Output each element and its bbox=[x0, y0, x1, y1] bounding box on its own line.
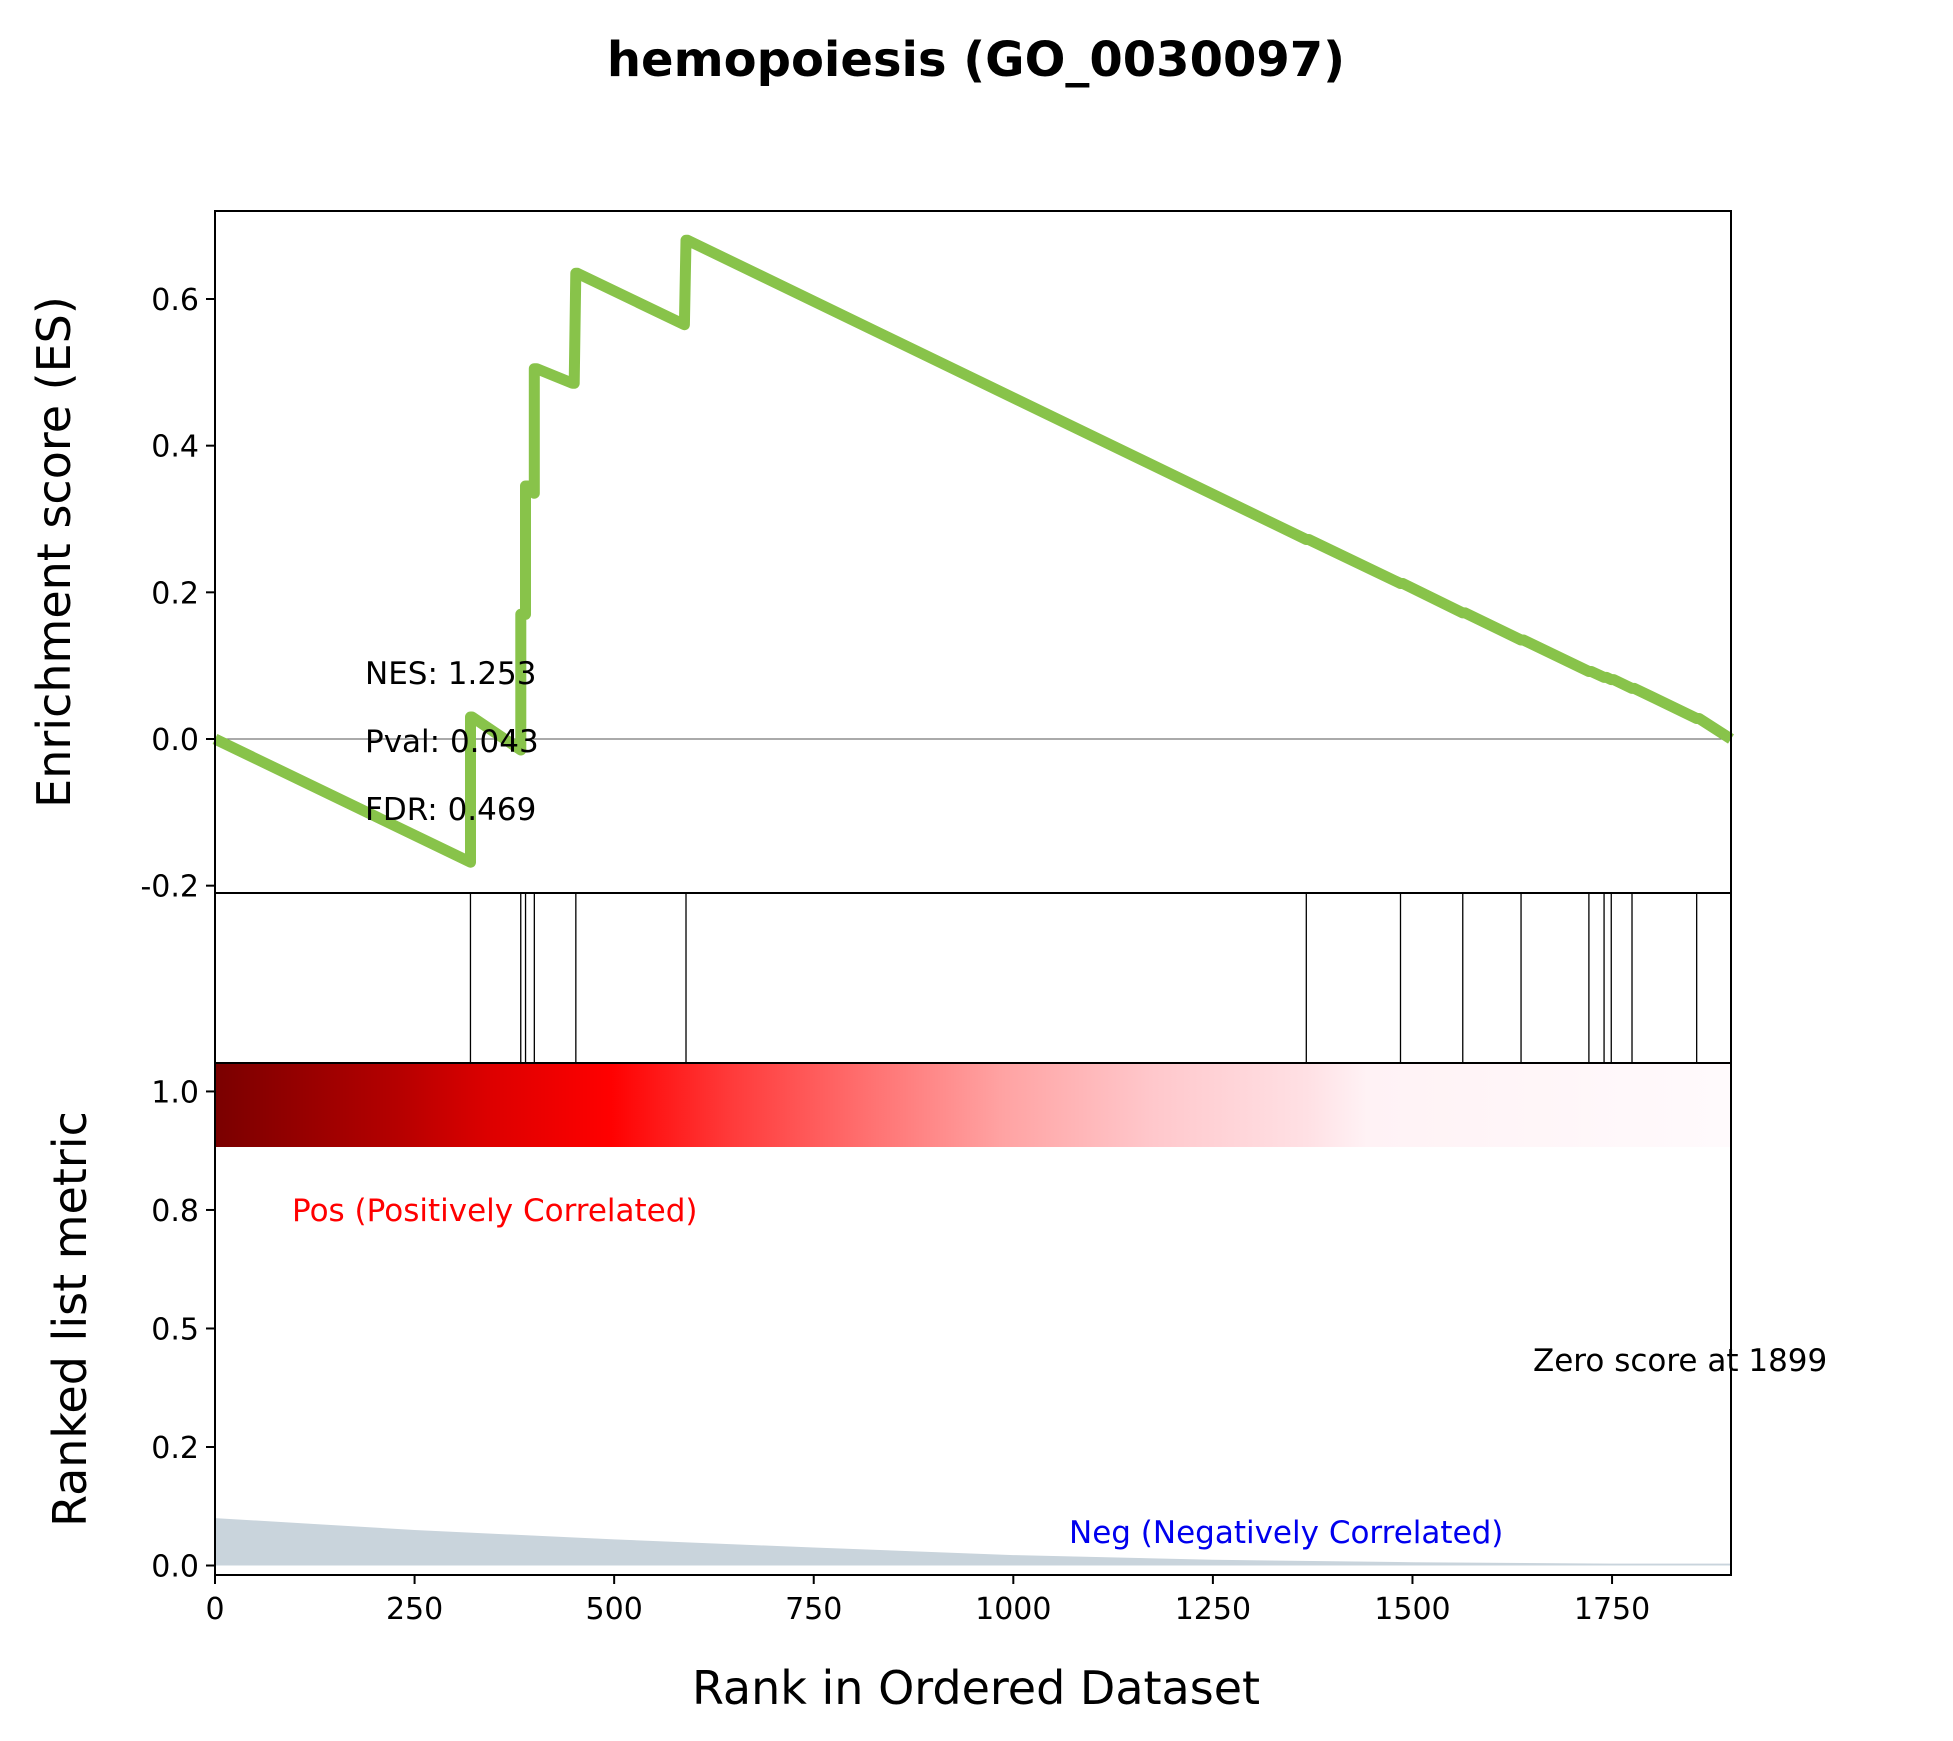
x-tick-label: 0 bbox=[205, 1592, 224, 1627]
metric-y-tick-label: 0.2 bbox=[151, 1431, 199, 1466]
es-frame bbox=[214, 210, 1732, 894]
es-curve bbox=[212, 234, 1734, 868]
x-tick-label: 1250 bbox=[1175, 1592, 1251, 1627]
x-ticks: 0 250 500 750 1000 1250 1500 1750 bbox=[205, 1575, 1650, 1627]
hits-panel bbox=[214, 892, 1732, 1064]
metric-area bbox=[215, 1518, 1731, 1566]
metric-y-axis-label: Ranked list metric bbox=[43, 1111, 97, 1527]
metric-panel: 0.0 0.2 0.5 0.8 1.0 Pos (Positively Correlat… bbox=[151, 1062, 1827, 1585]
metric-y-tick-label: 0.8 bbox=[151, 1194, 199, 1229]
x-axis-label: Rank in Ordered Dataset bbox=[692, 1661, 1260, 1715]
chart-title: hemopoiesis (GO_0030097) bbox=[607, 32, 1345, 88]
metric-y-tick-label: 0.0 bbox=[151, 1550, 199, 1585]
x-tick-label: 500 bbox=[586, 1592, 643, 1627]
hit-lines bbox=[469, 893, 1698, 1063]
pval-label: Pval: 0.043 bbox=[365, 724, 539, 760]
nes-label: NES: 1.253 bbox=[365, 656, 537, 692]
es-y-ticks: -0.2 0.0 0.2 0.4 0.6 bbox=[140, 283, 215, 905]
es-panel: -0.20.00.20.40.6 NES: 1.253 Pval: 0.043 … bbox=[140, 210, 1734, 905]
neg-label: Neg (Negatively Correlated) bbox=[1069, 1515, 1503, 1551]
pos-label: Pos (Positively Correlated) bbox=[292, 1193, 698, 1229]
x-tick-label: 750 bbox=[785, 1592, 842, 1627]
fdr-label: FDR: 0.469 bbox=[365, 792, 536, 828]
metric-frame bbox=[214, 1062, 1732, 1576]
es-y-tick-label: 0.2 bbox=[151, 576, 199, 611]
metric-y-ticks: 0.0 0.2 0.5 0.8 1.0 bbox=[151, 1075, 215, 1585]
metric-y-tick-label: 0.5 bbox=[151, 1312, 199, 1347]
es-y-axis-label: Enrichment score (ES) bbox=[27, 296, 81, 808]
hits-frame bbox=[214, 892, 1732, 1064]
es-y-tick-label: -0.2 bbox=[140, 870, 199, 905]
zero-score-label: Zero score at 1899 bbox=[1533, 1343, 1827, 1379]
x-tick-label: 1750 bbox=[1574, 1592, 1650, 1627]
x-tick-label: 250 bbox=[386, 1592, 443, 1627]
metric-y-tick-label: 1.0 bbox=[151, 1075, 199, 1110]
es-y-tick-label: 0.6 bbox=[151, 283, 199, 318]
x-tick-label: 1000 bbox=[975, 1592, 1051, 1627]
es-y-tick-label: 0.4 bbox=[151, 430, 199, 465]
x-tick-label: 1500 bbox=[1374, 1592, 1450, 1627]
es-y-tick-label: 0.0 bbox=[151, 723, 199, 758]
rank-heatmap-bar bbox=[215, 1063, 1731, 1147]
